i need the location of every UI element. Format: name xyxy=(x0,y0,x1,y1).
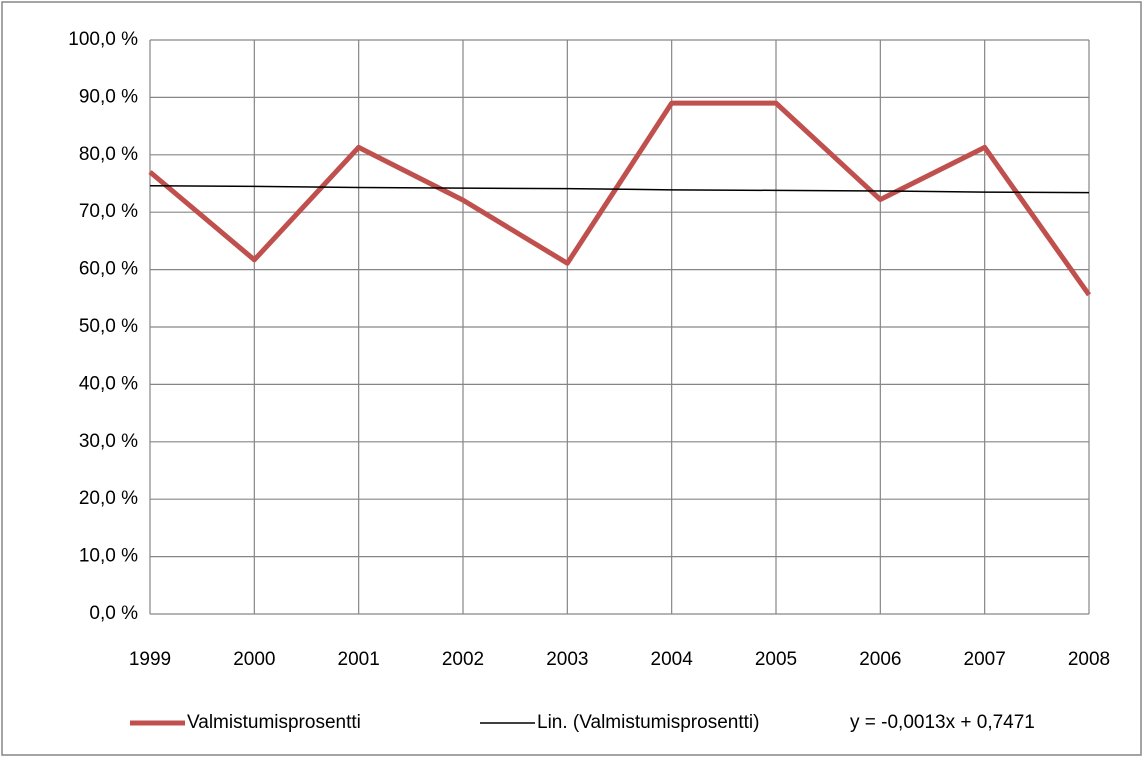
y-tick-label: 0,0 % xyxy=(89,603,138,624)
y-tick-label: 20,0 % xyxy=(79,488,138,509)
x-tick-label: 2002 xyxy=(442,649,484,670)
y-tick-label: 40,0 % xyxy=(79,373,138,394)
x-tick-label: 2003 xyxy=(546,649,588,670)
trendline-equation: y = -0,0013x + 0,7471 xyxy=(850,712,1035,733)
x-tick-label: 2005 xyxy=(755,649,797,670)
legend-label: Lin. (Valmistumisprosentti) xyxy=(537,712,759,733)
y-tick-label: 70,0 % xyxy=(79,201,138,222)
y-tick-label: 50,0 % xyxy=(79,316,138,337)
x-tick-label: 2000 xyxy=(233,649,275,670)
legend-label: Valmistumisprosentti xyxy=(187,712,361,733)
x-tick-label: 2001 xyxy=(338,649,380,670)
y-tick-label: 100,0 % xyxy=(68,29,138,50)
x-tick-label: 2004 xyxy=(651,649,694,670)
y-tick-label: 90,0 % xyxy=(79,86,138,107)
x-tick-label: 2006 xyxy=(859,649,901,670)
x-tick-label: 2008 xyxy=(1068,649,1110,670)
y-tick-label: 10,0 % xyxy=(79,546,138,567)
data-line xyxy=(149,185,1090,194)
x-tick-label: 2007 xyxy=(964,649,1006,670)
y-tick-label: 30,0 % xyxy=(79,431,138,452)
data-line xyxy=(148,100,1092,297)
y-tick-label: 80,0 % xyxy=(79,144,138,165)
y-tick-label: 60,0 % xyxy=(79,259,138,280)
x-tick-label: 1999 xyxy=(129,649,171,670)
